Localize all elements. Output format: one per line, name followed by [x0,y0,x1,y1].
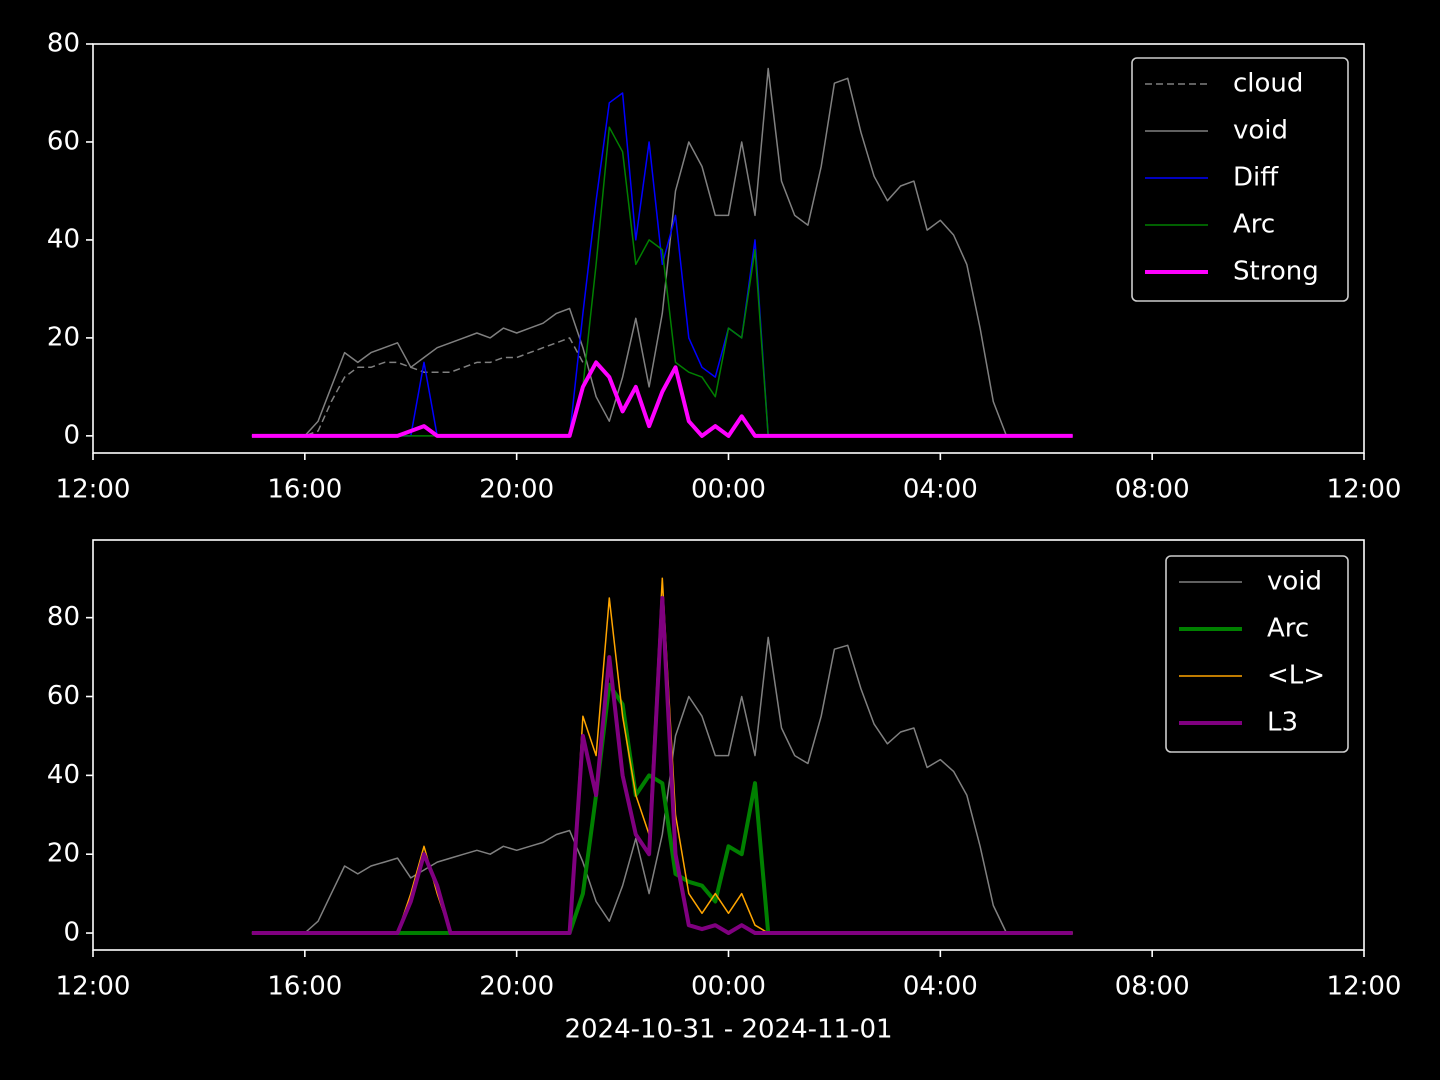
legend-label: Arc [1267,614,1309,644]
x-tick-label: 12:00 [56,972,131,1002]
x-tick-label: 08:00 [1115,475,1190,505]
legend-label: cloud [1233,69,1303,99]
x-tick-label: 12:00 [1327,972,1402,1002]
legend-label: Diff [1233,163,1279,193]
y-tick-label: 80 [47,29,80,59]
y-tick-label: 80 [47,602,80,632]
legend-label: Arc [1233,210,1275,240]
x-tick-label: 16:00 [267,972,342,1002]
y-tick-label: 40 [47,224,80,254]
legend: cloud void Diff Arc Strong [1131,57,1349,302]
legend-box [1131,57,1349,302]
x-tick-label: 12:00 [1327,475,1402,505]
y-tick-label: 0 [63,918,80,948]
y-tick-label: 60 [47,126,80,156]
y-tick-label: 60 [47,681,80,711]
x-tick-label: 00:00 [691,475,766,505]
x-tick-label: 12:00 [56,475,131,505]
series-line [251,360,1073,438]
series-line [251,596,1073,935]
series-line [251,67,1073,437]
legend-label: L3 [1267,708,1298,738]
legend-label: void [1267,567,1322,597]
x-tick-label: 08:00 [1115,972,1190,1002]
legend: void Arc <L> L3 [1165,555,1349,753]
x-tick-label: 04:00 [903,475,978,505]
x-tick-label: 16:00 [267,475,342,505]
x-tick-label: 20:00 [479,475,554,505]
y-tick-label: 0 [63,420,80,450]
y-tick-label: 40 [47,760,80,790]
legend-label: Strong [1233,257,1319,287]
y-tick-label: 20 [47,322,80,352]
series-line [251,636,1073,934]
y-tick-label: 20 [47,839,80,869]
x-axis-label: 2024-10-31 - 2024-11-01 [564,1015,892,1045]
legend-label: void [1233,116,1288,146]
x-tick-label: 04:00 [903,972,978,1002]
x-tick-label: 00:00 [691,972,766,1002]
legend-box [1165,555,1349,753]
x-tick-label: 20:00 [479,972,554,1002]
legend-label: <L> [1267,661,1325,691]
